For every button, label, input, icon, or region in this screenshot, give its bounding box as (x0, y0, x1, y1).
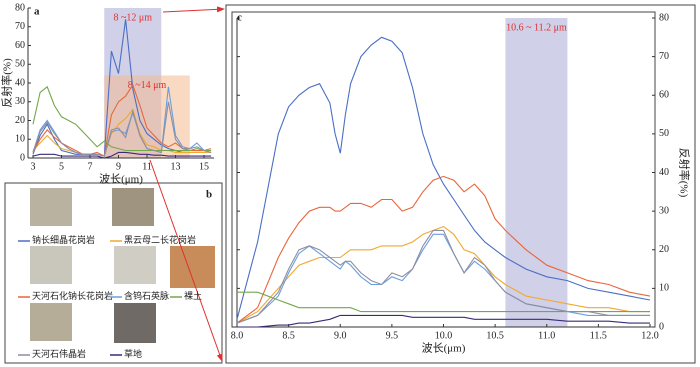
panel-b-frame (4, 182, 223, 364)
y-tick-label: 40 (15, 77, 25, 88)
legend-label: 天河石化钠长花岗岩 (32, 290, 113, 301)
y-tick-label: 20 (15, 115, 25, 126)
series-line (237, 291, 650, 313)
photo (114, 246, 156, 284)
band-label: 10.6 ~ 11.2 μm (506, 22, 567, 33)
series-line (237, 314, 650, 328)
y-tick-label: 40 (659, 167, 669, 178)
photo (170, 246, 215, 288)
x-tick-label: 9.0 (334, 330, 347, 341)
legend-label: 含钨石英脉 (124, 290, 169, 301)
photo (114, 303, 156, 343)
x-tick-label: 11.5 (590, 330, 607, 341)
photos (30, 188, 215, 343)
y-tick-label: 60 (15, 40, 25, 51)
y-tick-label: 60 (659, 90, 669, 101)
x-tick-label: 11 (142, 161, 152, 172)
panel-label: b (206, 189, 212, 201)
x-tick-label: 10.0 (435, 330, 453, 341)
series-line (32, 151, 212, 159)
band-label: 8 ~14 μm (128, 80, 167, 91)
legend-label: 裸土 (184, 290, 202, 301)
panel-label: a (34, 6, 40, 18)
x-axis-title: 波长(μm) (422, 342, 466, 355)
y-axis-title: 反射率(%) (0, 58, 14, 108)
series-line (236, 175, 651, 324)
y-tick-label: 50 (659, 128, 669, 139)
x-tick-label: 13 (171, 161, 181, 172)
panel-label: c (237, 12, 242, 24)
y-axis-title: 反射率(%) (677, 148, 691, 198)
y-tick-label: 0 (20, 152, 25, 163)
x-tick-label: 8.5 (282, 330, 295, 341)
x-tick-label: 3 (30, 161, 35, 172)
series-line (236, 229, 650, 324)
y-tick-label: 50 (15, 59, 25, 70)
zoom-arrow (162, 6, 225, 13)
photo (112, 188, 154, 226)
x-tick-label: 5 (59, 161, 64, 172)
plot-frame (231, 11, 656, 328)
legend-label: 天河石伟晶岩 (32, 348, 86, 359)
photo (30, 188, 72, 226)
y-tick-label: 30 (15, 96, 25, 107)
legend-label: 钠长细晶花岗岩 (32, 234, 95, 245)
y-tick-label: 80 (659, 12, 669, 23)
y-tick-label: 0 (659, 321, 664, 332)
zoom-arrow (149, 159, 223, 362)
x-tick-label: 9.5 (386, 330, 399, 341)
x-axis-title: 波长(μm) (99, 173, 143, 186)
x-tick-label: 7 (88, 161, 93, 172)
x-tick-label: 8.0 (231, 330, 244, 341)
band-label: 8 ~12 μm (113, 12, 152, 23)
y-tick-label: 10 (659, 283, 669, 294)
series-line (236, 233, 650, 324)
y-tick-label: 30 (659, 205, 669, 216)
series-line (32, 108, 212, 157)
y-tick-label: 70 (659, 51, 669, 62)
panel-c-frame (225, 4, 696, 364)
x-tick-label: 12.0 (641, 330, 659, 341)
legend-label: 黑云母二长花岗岩 (124, 234, 196, 245)
x-tick-label: 15 (199, 161, 209, 172)
y-tick-label: 20 (659, 244, 669, 255)
photo (30, 246, 72, 284)
x-tick-label: 11.0 (538, 330, 555, 341)
x-tick-label: 10.5 (486, 330, 504, 341)
series-line (236, 36, 651, 320)
y-tick-label: 10 (15, 134, 25, 145)
series-line (236, 225, 650, 324)
series-line (32, 85, 212, 152)
y-tick-label: 70 (15, 21, 25, 32)
y-tick-label: 80 (15, 2, 25, 13)
legend-label: 草地 (124, 348, 142, 359)
x-tick-label: 9 (116, 161, 121, 172)
series-line (32, 101, 212, 157)
band (505, 18, 568, 327)
photo (30, 303, 72, 341)
